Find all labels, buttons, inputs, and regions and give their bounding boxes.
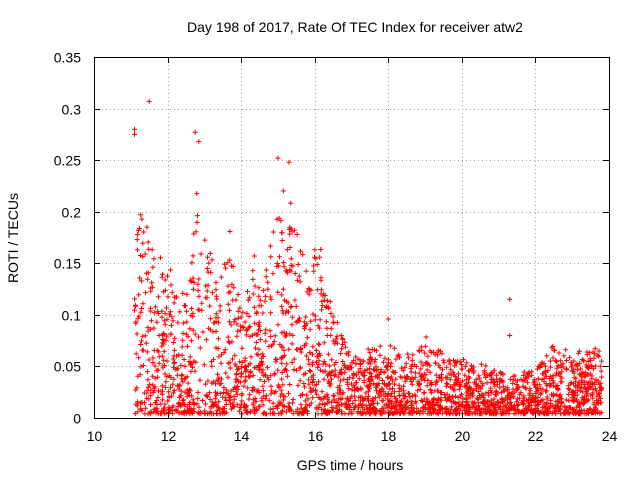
x-tick-label-22: 22 <box>528 428 544 444</box>
y-tick-label-0.05: 0.05 <box>54 359 81 375</box>
chart-title: Day 198 of 2017, Rate Of TEC Index for r… <box>187 19 523 35</box>
x-tick-label-10: 10 <box>87 428 103 444</box>
x-axis-ticks: 10 12 14 16 18 20 22 24 <box>87 57 618 444</box>
y-tick-label-0.1: 0.1 <box>62 308 82 324</box>
x-tick-label-18: 18 <box>381 428 397 444</box>
y-tick-label-0.3: 0.3 <box>62 102 82 118</box>
y-axis-ticks: 0 0.05 0.1 0.15 0.2 0.25 0.3 0.35 <box>54 50 609 427</box>
scatter-point-markers <box>132 98 605 417</box>
y-tick-label-0: 0 <box>73 411 81 427</box>
x-tick-label-20: 20 <box>455 428 471 444</box>
plot-border <box>94 57 610 419</box>
y-tick-label-0.15: 0.15 <box>54 256 81 272</box>
y-tick-label-0.35: 0.35 <box>54 50 81 66</box>
x-tick-label-12: 12 <box>161 428 177 444</box>
x-axis-label: GPS time / hours <box>297 457 404 473</box>
data-points <box>132 98 605 417</box>
y-axis-label: ROTI / TECUs <box>5 193 21 283</box>
y-tick-label-0.25: 0.25 <box>54 153 81 169</box>
x-tick-label-24: 24 <box>602 428 618 444</box>
x-tick-label-14: 14 <box>234 428 250 444</box>
y-tick-label-0.2: 0.2 <box>62 205 82 221</box>
x-tick-label-16: 16 <box>308 428 324 444</box>
grid-lines <box>94 57 609 418</box>
